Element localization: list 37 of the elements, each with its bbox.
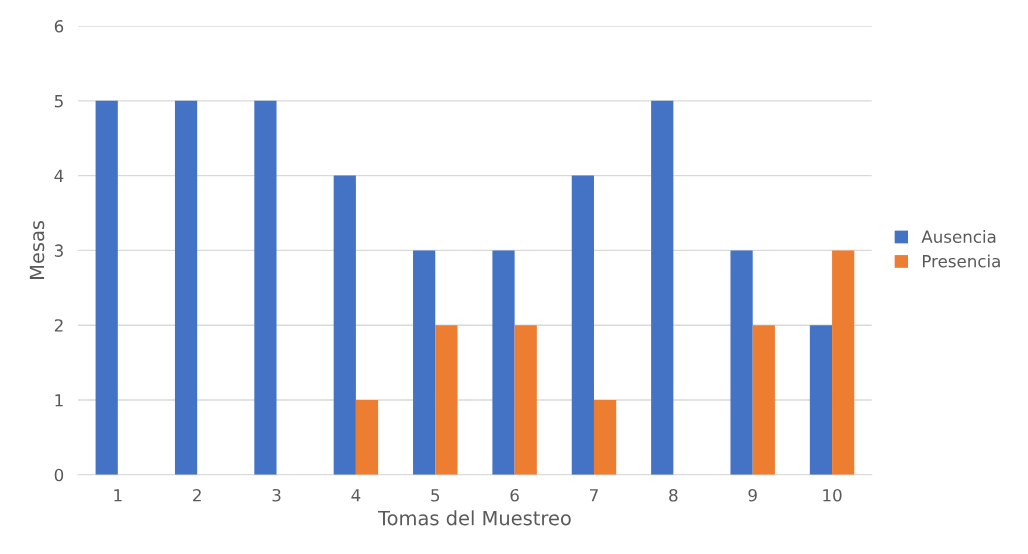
y-tick-label: 0 — [54, 468, 64, 482]
y-tick-label: 5 — [54, 95, 63, 108]
x-tick-label: 4 — [351, 489, 361, 502]
y-tick-label: 4 — [54, 169, 64, 182]
bar — [730, 250, 753, 475]
x-tick-label: 3 — [272, 488, 281, 502]
bar — [514, 325, 537, 475]
x-axis-title: Tomas del Muestreo — [378, 510, 571, 526]
x-tick-label: 2 — [193, 488, 201, 502]
x-tick-label: 7 — [590, 489, 598, 502]
y-tick-label: 2 — [54, 319, 63, 332]
bar — [254, 100, 277, 475]
x-tick-label: 1 — [114, 489, 122, 502]
bar — [651, 100, 674, 475]
legend-label: Presencia — [922, 254, 1000, 268]
bar — [435, 325, 458, 475]
x-tick-label: 8 — [669, 488, 678, 502]
y-tick-label: 1 — [55, 394, 63, 407]
bar — [333, 175, 356, 475]
bar — [832, 250, 855, 475]
bar — [413, 250, 436, 475]
bar — [95, 100, 118, 475]
bar — [571, 175, 594, 475]
bar — [174, 100, 198, 475]
y-tick-label: 3 — [54, 244, 63, 257]
bar — [752, 325, 775, 475]
x-tick-label: 10 — [823, 488, 842, 502]
bar — [593, 399, 617, 475]
x-tick-label: 6 — [510, 488, 519, 502]
bar — [809, 325, 833, 475]
y-tick-label: 6 — [54, 20, 64, 33]
y-axis-title: Mesas — [29, 220, 45, 279]
legend-label: Ausencia — [921, 230, 996, 244]
x-tick-label: 9 — [748, 488, 757, 502]
x-tick-label: 5 — [431, 489, 440, 502]
bar — [492, 250, 515, 475]
bar — [355, 399, 379, 475]
